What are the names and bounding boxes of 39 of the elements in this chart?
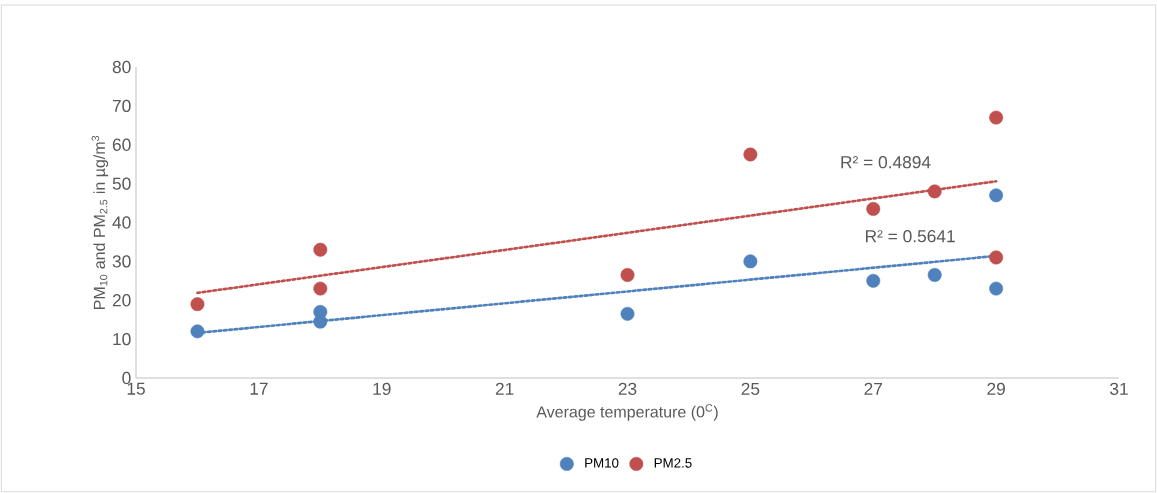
y-tick-label: 50	[112, 177, 131, 190]
point	[313, 314, 328, 329]
point	[989, 281, 1004, 296]
point	[620, 268, 635, 282]
point	[743, 254, 758, 269]
y-tick-label: 40	[112, 216, 131, 229]
x-tick-label: 17	[250, 382, 268, 395]
legend-label: PM10	[585, 458, 619, 468]
point	[927, 184, 942, 199]
point	[989, 188, 1004, 203]
point	[989, 250, 1004, 265]
point	[313, 242, 328, 257]
y-tick-label: 80	[112, 60, 131, 74]
y-tick-label: 20	[112, 294, 131, 307]
point	[743, 147, 758, 162]
x-axis-title: Average temperature (0$^{C}$)	[536, 404, 718, 421]
point	[190, 297, 205, 312]
y-tick-label: 60	[112, 138, 131, 151]
y-tick-label: 10	[113, 332, 131, 346]
y-tick-label: 30	[112, 255, 131, 268]
point	[190, 324, 205, 339]
point	[927, 268, 942, 282]
legend-label: PM2.5	[654, 458, 692, 468]
point	[620, 306, 635, 321]
x-tick-label: 29	[987, 382, 1005, 395]
x-tick-label: 21	[495, 382, 514, 395]
x-tick-label: 23	[618, 382, 637, 395]
annotation: R² = 0.4894	[841, 156, 931, 169]
point	[866, 201, 881, 216]
x-tick-label: 19	[373, 382, 391, 395]
y-tick-label: 70	[112, 99, 131, 113]
y-axis-title: PM$_{10}$ and PM$_{2.5}$ in µg/m$^{3}$	[91, 135, 109, 309]
point	[313, 281, 328, 296]
x-tick-label: 31	[1110, 382, 1128, 395]
point	[866, 273, 881, 288]
x-tick-label: 27	[864, 382, 883, 395]
x-tick-label: 25	[741, 382, 760, 395]
annotation: R² = 0.5641	[866, 230, 955, 243]
point	[989, 110, 1004, 125]
